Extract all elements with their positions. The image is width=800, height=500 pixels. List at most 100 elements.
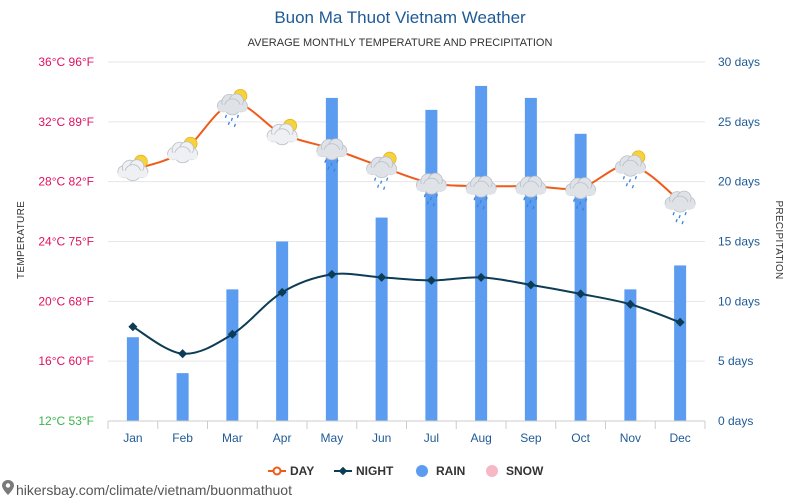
rain-drop	[634, 176, 637, 180]
cloud-rain-icon	[664, 190, 696, 225]
left-tick-label: 20°C 68°F	[38, 294, 94, 308]
rain-drop	[532, 205, 535, 210]
cloud-sun-rain-icon	[366, 151, 398, 190]
legend: DAY NIGHT RAIN SNOW	[268, 464, 544, 478]
rain-bar	[524, 97, 537, 422]
rain-drop	[327, 166, 330, 170]
rain-drop	[526, 203, 529, 208]
legend-marker	[416, 465, 428, 477]
rain-drop	[224, 114, 227, 119]
rain-drop	[476, 203, 479, 208]
right-tick-label: 25 days	[718, 115, 760, 129]
rain-bars	[126, 85, 687, 422]
cloud-rain-icon	[465, 175, 497, 210]
cloud-base	[466, 187, 497, 195]
rain-bar	[126, 337, 139, 421]
left-tick-label: 36°C 96°F	[38, 55, 94, 69]
rain-drop	[625, 183, 628, 187]
rain-bar	[674, 265, 687, 421]
legend-label: NIGHT	[356, 464, 394, 478]
footer-link[interactable]: hikersbay.com/climate/vietnam/buonmathuo…	[16, 482, 292, 498]
weather-icons	[117, 88, 696, 225]
rain-bar	[425, 109, 438, 421]
rain-drop	[336, 159, 339, 163]
rain-bar	[226, 289, 239, 421]
cloud-base	[665, 202, 696, 210]
cloud-base	[217, 104, 248, 112]
cloud-sun-rain-icon	[614, 150, 646, 189]
right-tick-label: 10 days	[718, 294, 760, 308]
rain-drop	[473, 196, 476, 201]
left-axis-ticks: 36°C 96°F 32°C 89°F 28°C 82°F 24°C 75°F 20°C…	[38, 55, 94, 428]
cloud-base	[366, 167, 397, 175]
night-point	[227, 329, 237, 339]
rain-drop	[672, 211, 675, 216]
rain-drop	[236, 114, 239, 119]
rain-drop	[535, 196, 538, 201]
rain-drop	[426, 200, 429, 205]
footer: hikersbay.com/climate/vietnam/buonmathuo…	[2, 480, 292, 498]
grid-lines	[108, 61, 705, 422]
rain-drop	[681, 220, 684, 225]
x-tick-label: Jan	[123, 431, 142, 445]
rain-drop	[529, 199, 532, 204]
cloud-base	[416, 184, 447, 192]
legend-marker	[272, 466, 282, 476]
rain-drop	[432, 202, 435, 207]
legend-marker	[486, 465, 498, 477]
right-tick-label: 20 days	[718, 175, 760, 189]
night-point	[178, 349, 188, 359]
legend-marker	[338, 466, 348, 476]
rain-drop	[628, 179, 631, 183]
cloud-base	[615, 166, 646, 174]
rain-drop	[485, 196, 488, 201]
cloud-base	[316, 149, 347, 157]
x-tick-label: Jul	[424, 431, 439, 445]
rain-drop	[333, 168, 336, 172]
rain-drop	[374, 177, 377, 181]
right-axis-ticks: 30 days 25 days 20 days 15 days 10 days 5 day…	[718, 55, 760, 428]
rain-drop	[678, 214, 681, 219]
rain-drop	[435, 193, 438, 198]
legend-label: DAY	[290, 464, 314, 478]
night-temperature-line	[132, 272, 681, 355]
cloud-base	[117, 170, 148, 178]
cloud-rain-icon	[565, 177, 597, 211]
legend-label: RAIN	[436, 464, 465, 478]
rain-bar	[475, 85, 488, 421]
rain-drop	[380, 180, 383, 184]
rain-drop	[573, 198, 576, 202]
rain-drop	[230, 117, 233, 122]
rain-drop	[523, 196, 526, 201]
x-axis: Jan Feb Mar Apr May Jun Jul Aug Sep Oct Nov Dec	[107, 420, 706, 445]
right-tick-label: 30 days	[718, 55, 760, 69]
rain-drop	[324, 159, 327, 163]
temperature-lines	[128, 102, 685, 359]
legend-item-snow: SNOW	[486, 464, 544, 478]
x-tick-label: Feb	[172, 431, 193, 445]
rain-drop	[579, 201, 582, 205]
cloud-base	[167, 152, 198, 160]
rain-drop	[675, 218, 678, 223]
cloud-sun-rain-icon	[216, 88, 248, 128]
cloud-base	[267, 134, 298, 142]
cloud-base	[565, 188, 596, 196]
rain-drop	[423, 193, 426, 198]
rain-drop	[383, 186, 386, 190]
rain-bar	[574, 133, 587, 422]
night-point	[128, 322, 138, 332]
right-tick-label: 5 days	[718, 354, 753, 368]
rain-drop	[479, 199, 482, 204]
rain-bar	[624, 289, 637, 421]
rain-drop	[330, 162, 333, 166]
legend-item-day: DAY	[268, 464, 314, 478]
rain-bar	[325, 97, 338, 422]
x-tick-label: Jun	[372, 431, 391, 445]
left-tick-label: 16°C 60°F	[38, 354, 94, 368]
x-tick-label: Mar	[222, 431, 243, 445]
rain-drop	[631, 185, 634, 189]
rain-drop	[386, 177, 389, 181]
left-tick-label: 12°C 53°F	[38, 414, 94, 428]
right-tick-label: 0 days	[718, 414, 753, 428]
left-tick-label: 24°C 75°F	[38, 235, 94, 249]
